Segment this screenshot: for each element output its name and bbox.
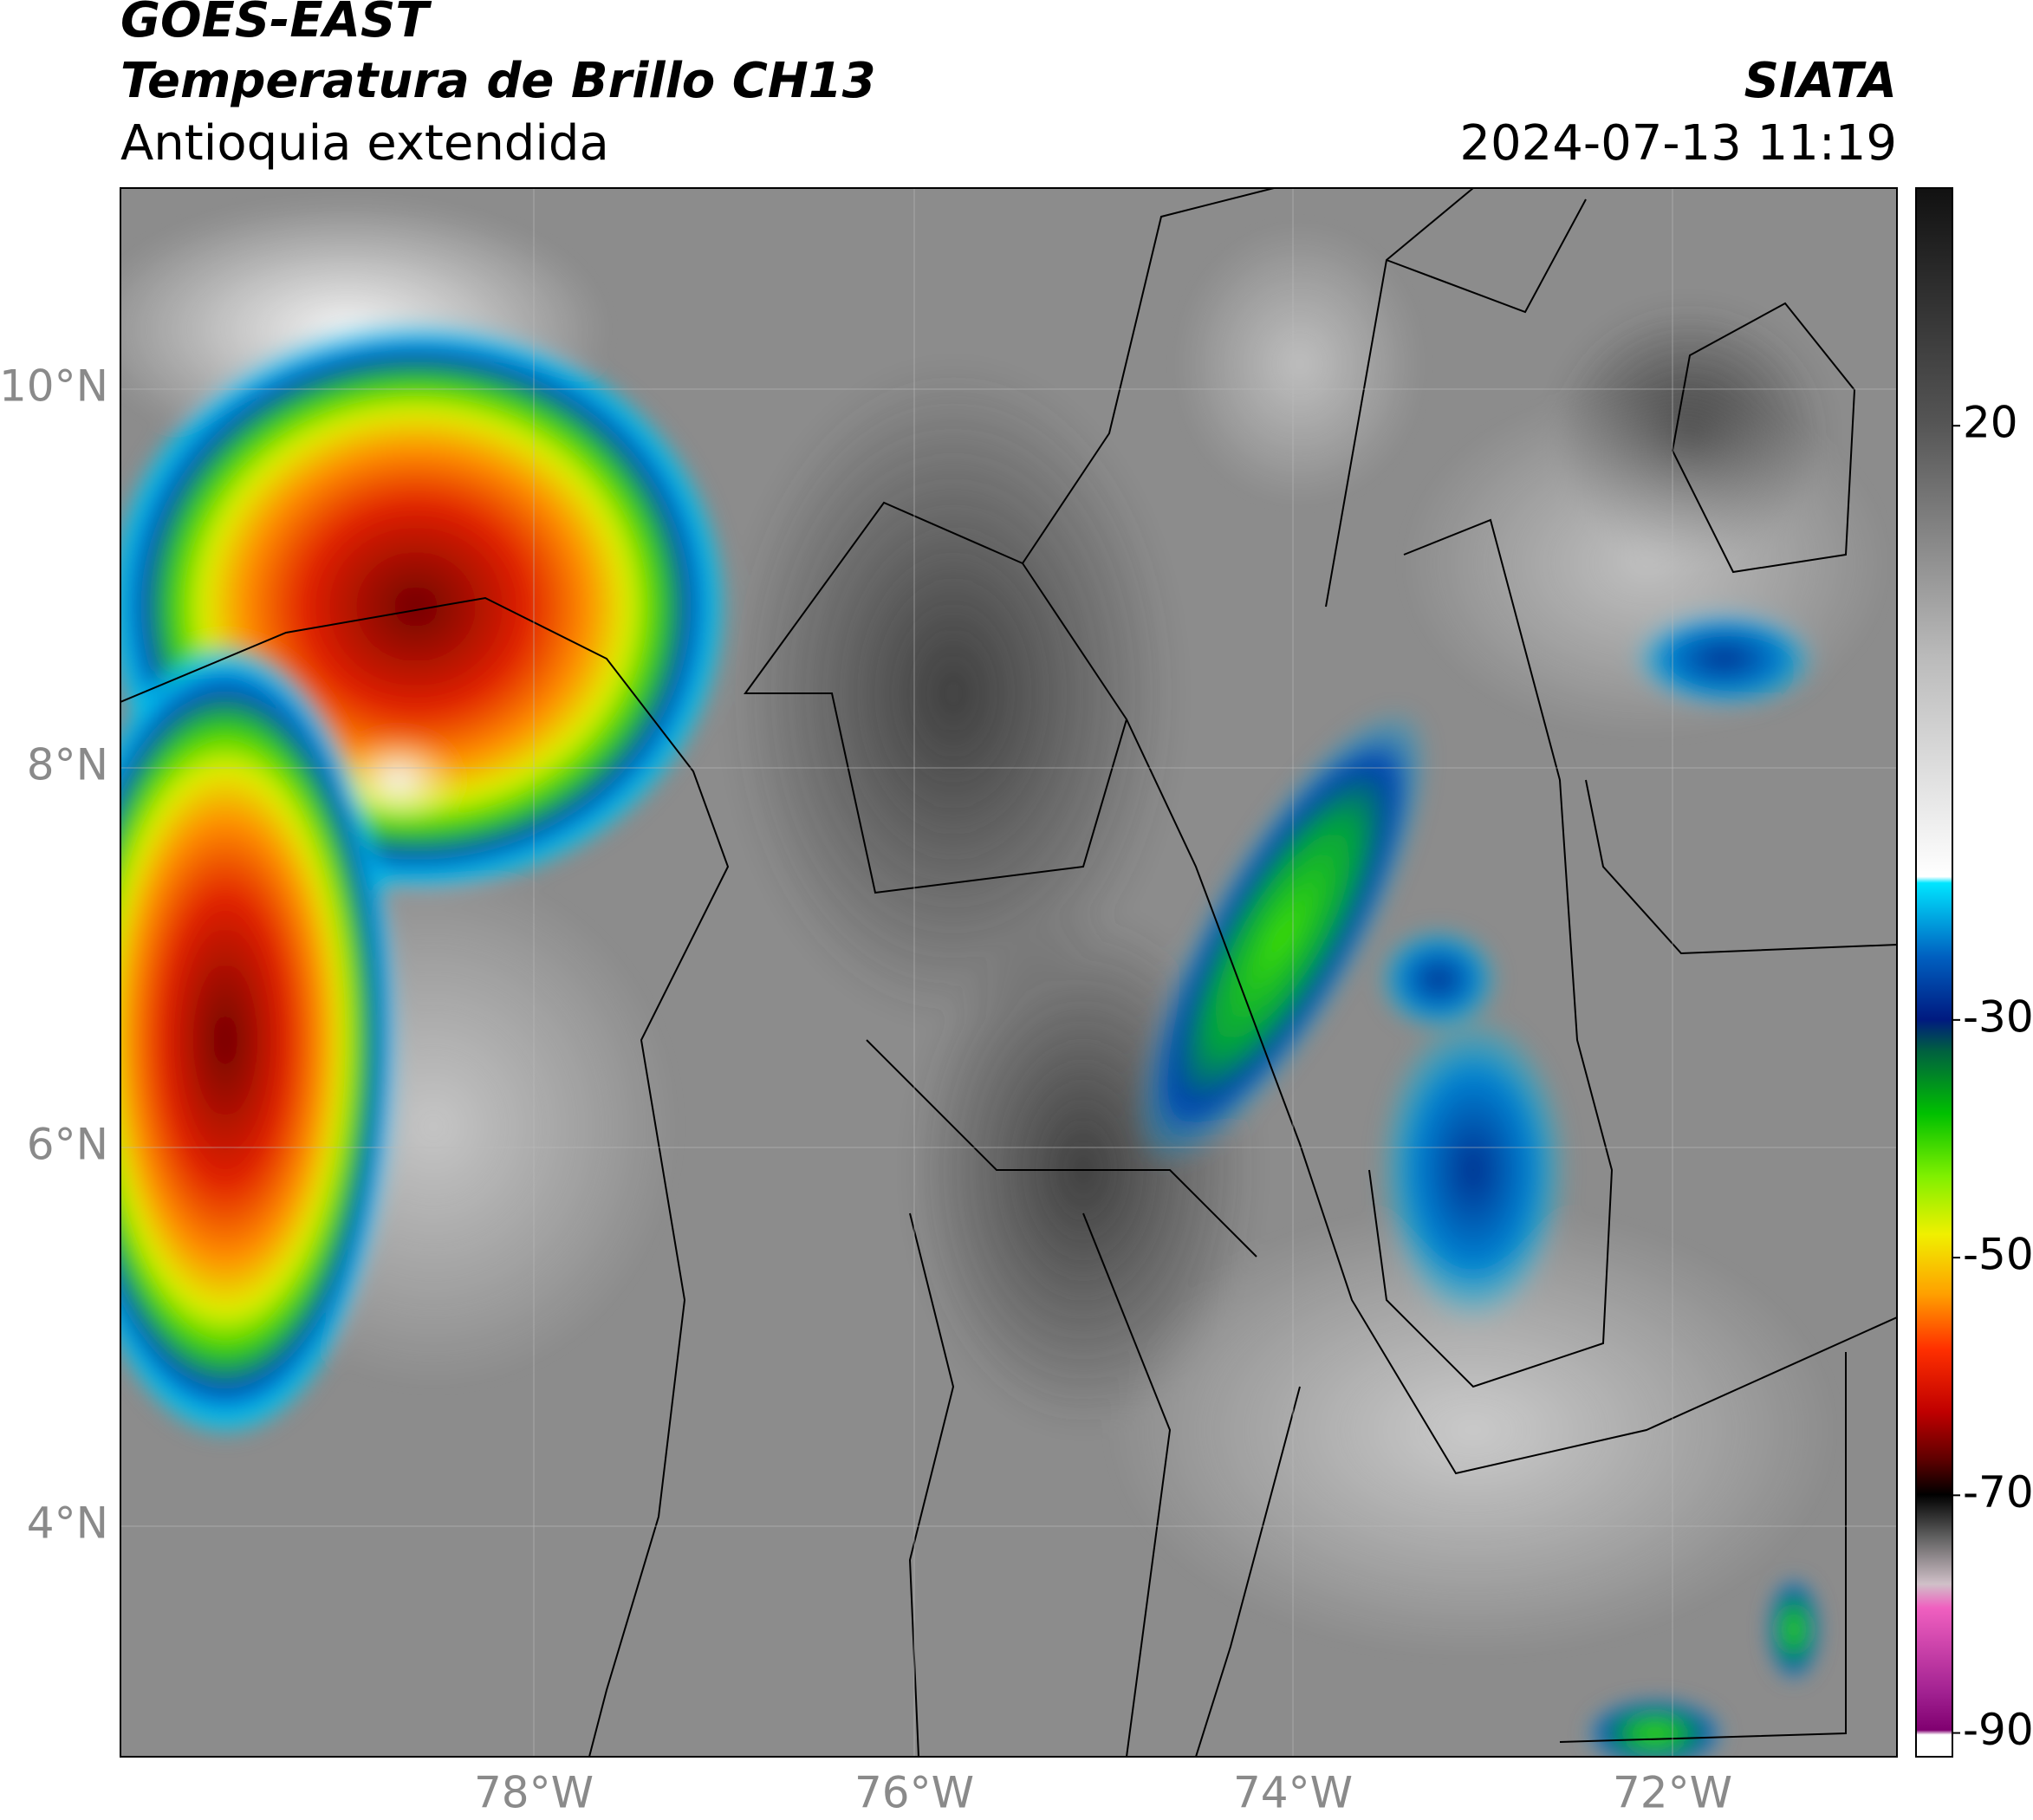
colorbar-tick-label: -70 <box>1963 1467 2033 1518</box>
lon-label: 74°W <box>1233 1768 1353 1818</box>
datetime: 2024-07-13 11:19 <box>1459 115 1897 172</box>
region: Antioquia extendida <box>120 115 609 172</box>
lon-label: 72°W <box>1613 1768 1732 1818</box>
product: Temperatura de Brillo CH13 <box>120 53 876 109</box>
lat-label: 8°N <box>27 740 108 790</box>
graticule <box>120 188 1897 1757</box>
lon-label: 78°W <box>474 1768 594 1818</box>
lat-label: 6°N <box>27 1120 108 1170</box>
agency: SIATA <box>1744 53 1897 109</box>
satellite-image <box>120 188 1897 1757</box>
colorbar-tick-label: -50 <box>1963 1230 2033 1280</box>
lat-label: 4°N <box>27 1498 108 1549</box>
colorbar-tick-label: 20 <box>1963 398 2018 448</box>
colorbar <box>1915 187 1953 1758</box>
satellite: GOES-EAST <box>120 0 432 49</box>
colorbar-tick-label: -90 <box>1963 1705 2033 1755</box>
lat-label: 10°N <box>0 361 108 412</box>
lon-label: 76°W <box>854 1768 974 1818</box>
colorbar-tick-label: -30 <box>1963 991 2033 1042</box>
map-frame <box>120 187 1898 1758</box>
